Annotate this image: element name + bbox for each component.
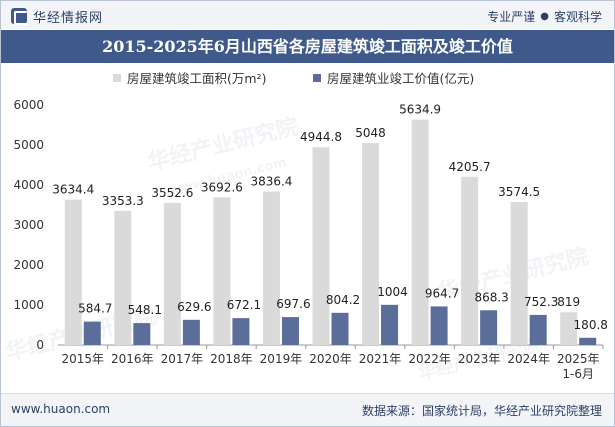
chart-axes: 0 1000 2000 3000 4000 5000 6000 2015年 2016年 2017年… (13, 98, 604, 381)
y-tick-label: 0 (36, 338, 44, 352)
y-tick-label: 6000 (13, 98, 44, 112)
data-label-area: 3353.3 (102, 194, 144, 208)
chart-legend: 房屋建筑竣工面积(万m²) 房屋建筑业竣工价值(亿元) (113, 71, 474, 86)
data-label-area: 3552.6 (151, 186, 193, 200)
data-label-value: 672.1 (227, 298, 261, 312)
bar-area[interactable] (163, 202, 181, 345)
bar-area[interactable] (362, 143, 380, 345)
bar-value[interactable] (281, 317, 299, 345)
data-label-value: 584.7 (78, 302, 112, 316)
legend-label-area: 房屋建筑竣工面积(万m²) (127, 71, 266, 86)
data-label-area: 3634.4 (52, 183, 94, 197)
data-label-value: 1004 (377, 285, 408, 299)
data-label-value: 697.6 (276, 297, 310, 311)
data-label-value: 964.7 (425, 286, 459, 300)
bar-value[interactable] (381, 304, 399, 345)
chart-bars (64, 119, 597, 345)
data-label-value: 629.6 (177, 300, 211, 314)
data-label-area: 3574.5 (498, 185, 540, 199)
chart-title: 2015-2025年6月山西省各房屋建筑竣工面积及竣工价值 (102, 37, 513, 56)
x-tick-label: 2017年 (161, 352, 204, 366)
y-tick-label: 3000 (13, 218, 44, 232)
data-label-area: 5634.9 (399, 103, 441, 117)
x-tick-label: 2024年 (507, 352, 550, 366)
bar-area[interactable] (213, 197, 231, 345)
x-tick-label: 2021年 (359, 352, 402, 366)
data-label-area: 3836.4 (250, 175, 292, 189)
y-tick-label: 5000 (13, 138, 44, 152)
footer-website[interactable]: www.huaon.com (11, 402, 111, 416)
data-label-area: 3692.6 (201, 180, 243, 194)
x-tick-label: 2018年 (210, 352, 253, 366)
bar-area[interactable] (312, 147, 330, 345)
brand-logo[interactable]: 华经情报网 (11, 7, 104, 26)
x-tick-label: 2025年 1-6月 (557, 352, 600, 381)
y-tick-label: 4000 (13, 178, 44, 192)
footer-bar: www.huaon.com 数据来源：国家统计局，华经产业研究院整理 (1, 393, 614, 426)
x-tick-label: 2016年 (111, 352, 154, 366)
bar-area[interactable] (461, 176, 479, 345)
chart-data-labels: 3634.4 584.7 3353.3 548.1 3552.6 629.6 3692.6 6… (52, 103, 608, 332)
bar-value[interactable] (331, 312, 349, 345)
legend-swatch-area (113, 74, 121, 82)
bar-value[interactable] (133, 323, 151, 345)
slogan-right: 客观科学 (553, 10, 602, 24)
bar-value[interactable] (529, 314, 547, 345)
footer-source: 数据来源：国家统计局，华经产业研究院整理 (361, 404, 602, 418)
brand-name: 华经情报网 (33, 10, 104, 26)
data-label-value: 868.3 (474, 290, 508, 304)
legend-label-value: 房屋建筑业竣工价值(亿元) (327, 71, 474, 86)
bar-area[interactable] (262, 191, 280, 345)
slogan-separator: ● (540, 11, 549, 22)
x-tick-label: 2022年 (408, 352, 451, 366)
y-tick-label: 1000 (13, 298, 44, 312)
y-tick-label: 2000 (13, 258, 44, 272)
data-label-value: 180.8 (574, 318, 608, 332)
bar-value[interactable] (430, 306, 448, 345)
bar-area[interactable] (510, 202, 528, 345)
bar-area[interactable] (64, 199, 82, 345)
bar-area[interactable] (114, 210, 132, 345)
data-label-area: 5048 (355, 126, 386, 140)
brand-logo-icon (11, 8, 28, 25)
data-label-value: 752.3 (524, 295, 558, 309)
bar-value[interactable] (579, 337, 597, 345)
bar-area[interactable] (411, 119, 429, 345)
title-bar: 2015-2025年6月山西省各房屋建筑竣工面积及竣工价值 (1, 30, 614, 63)
x-tick-label: 2015年 (61, 352, 104, 366)
bar-value[interactable] (83, 321, 101, 345)
x-tick-label: 2019年 (260, 352, 303, 366)
bar-value[interactable] (232, 318, 250, 345)
header-bar: 华经情报网 专业严谨 ● 客观科学 (1, 1, 614, 29)
bar-area[interactable] (560, 312, 578, 345)
slogan-left: 专业严谨 (487, 10, 536, 24)
data-label-value: 548.1 (128, 303, 162, 317)
x-tick-label: 2020年 (309, 352, 352, 366)
data-label-area: 4205.7 (449, 160, 491, 174)
x-tick-label: 2023年 (458, 352, 501, 366)
data-label-value: 804.2 (326, 293, 360, 307)
data-label-area: 4944.8 (300, 130, 342, 144)
bar-value[interactable] (182, 319, 200, 345)
legend-swatch-value (313, 74, 321, 82)
bar-value[interactable] (480, 310, 498, 345)
data-label-area: 819 (557, 295, 580, 309)
header-slogan: 专业严谨 ● 客观科学 (487, 8, 602, 25)
